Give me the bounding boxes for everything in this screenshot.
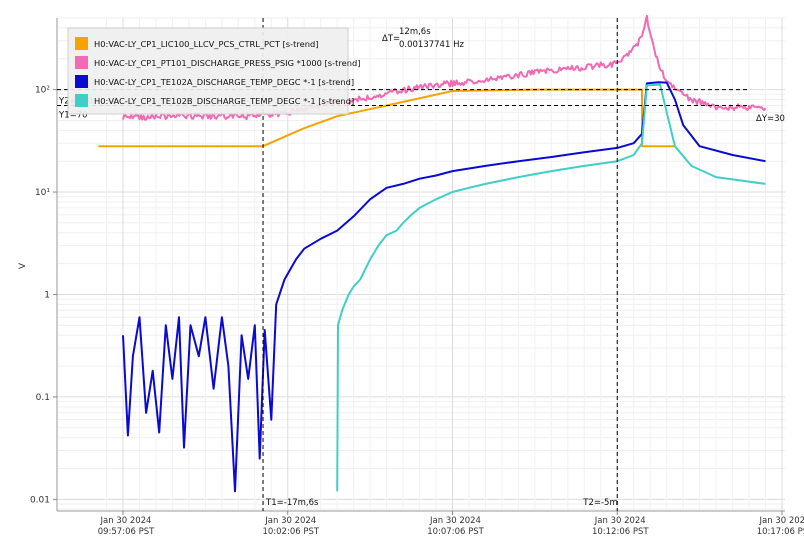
- x-tick-date: Jan 30 2024: [759, 516, 804, 526]
- delta-y-label: ΔY=30: [756, 114, 785, 124]
- y-axis-label: V: [18, 262, 28, 269]
- delta-t-frequency: 0.00137741 Hz: [399, 40, 464, 50]
- cursor-t1-label: T1=-17m,6s: [265, 498, 319, 508]
- series-line-3: [122, 81, 766, 493]
- legend-swatch-4: [75, 94, 88, 107]
- legend-label-4: H0:VAC-LY_CP1_TE102B_DISCHARGE_TEMP_DEGC…: [94, 96, 354, 106]
- legend-label-3: H0:VAC-LY_CP1_TE102A_DISCHARGE_TEMP_DEGC…: [94, 77, 354, 87]
- cursor-t2-label: T2=-5m: [582, 498, 617, 508]
- x-tick-time: 10:12:06 PST: [592, 527, 649, 537]
- legend-swatch-2: [75, 56, 88, 69]
- legend-label-2: H0:VAC-LY_CP1_PT101_DISCHARGE_PRESS_PSIG…: [94, 58, 360, 68]
- legend-box: [67, 27, 349, 115]
- x-tick-time: 10:02:06 PST: [262, 527, 319, 537]
- y-tick-label: 10¹: [35, 188, 50, 198]
- legend-swatch-3: [75, 75, 88, 88]
- legend: H0:VAC-LY_CP1_LIC100_LLCV_PCS_CTRL_PCT […: [67, 27, 360, 115]
- x-tick-date: Jan 30 2024: [594, 516, 646, 526]
- x-tick-time: 10:17:06 PST: [757, 527, 804, 537]
- y-tick-label: 0.01: [30, 495, 50, 505]
- y-tick-label: 0.1: [36, 393, 50, 403]
- series-line-1: [98, 88, 675, 148]
- legend-label-1: H0:VAC-LY_CP1_LIC100_LLCV_PCS_CTRL_PCT […: [94, 39, 318, 49]
- x-tick-date: Jan 30 2024: [264, 516, 316, 526]
- delta-t-label: ΔT=: [382, 34, 400, 44]
- x-tick-time: 09:57:06 PST: [98, 527, 155, 537]
- y-tick-label: 1: [44, 290, 50, 300]
- delta-t-value: 12m,6s: [399, 27, 431, 37]
- cursor-y1-label: Y1=70: [58, 110, 88, 120]
- series-line-2: [122, 14, 767, 121]
- x-tick-date: Jan 30 2024: [100, 516, 152, 526]
- x-tick-time: 10:07:06 PST: [427, 527, 484, 537]
- x-tick-date: Jan 30 2024: [429, 516, 481, 526]
- legend-swatch-1: [75, 37, 88, 50]
- y-tick-label: 10²: [35, 86, 50, 96]
